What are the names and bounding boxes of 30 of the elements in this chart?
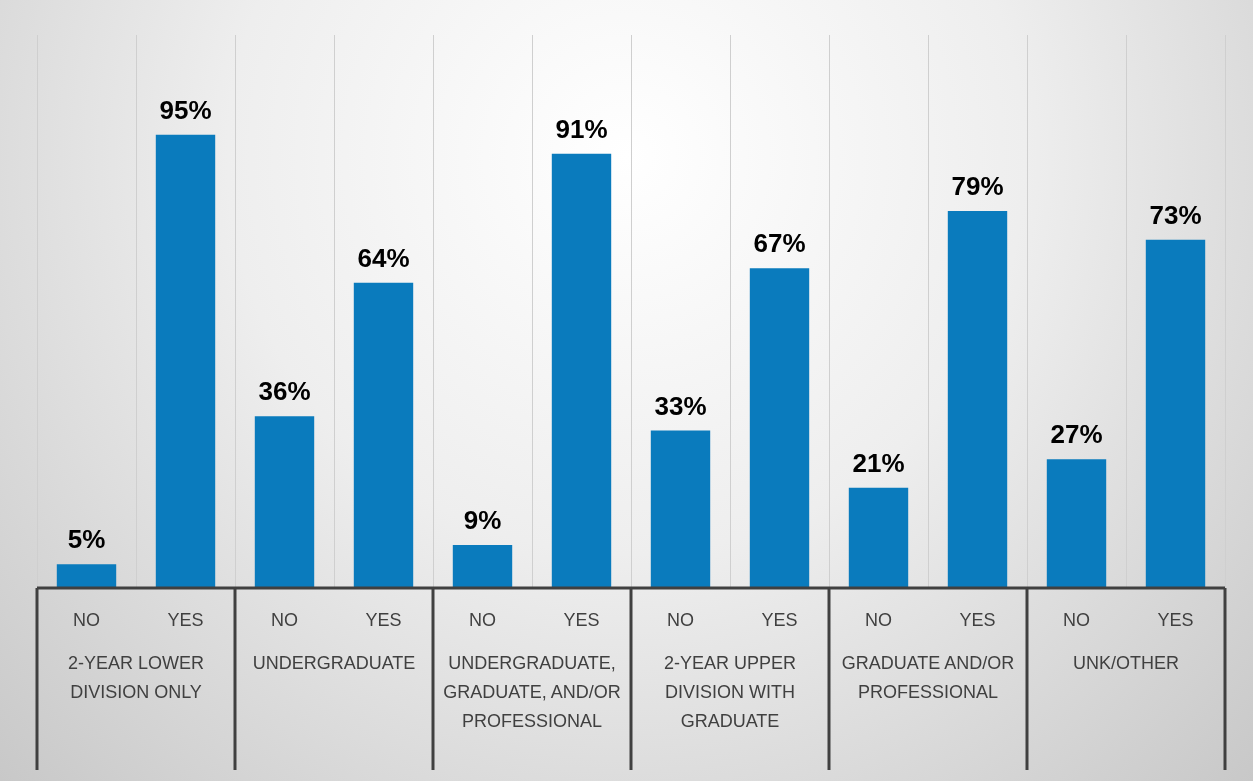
data-label: 36% bbox=[258, 376, 311, 407]
text: GRADUATE AND/OR PROFESSIONAL bbox=[841, 652, 1015, 702]
data-label: 95% bbox=[159, 94, 212, 125]
x-tick-label: NO bbox=[469, 609, 496, 630]
data-label: 64% bbox=[357, 242, 410, 273]
data-label: 27% bbox=[1050, 419, 1103, 450]
x-tick-label: NO bbox=[865, 609, 892, 630]
data-label: 91% bbox=[555, 113, 608, 144]
x-tick-label: YES bbox=[959, 609, 996, 630]
x-tick-label: YES bbox=[365, 609, 402, 630]
x-tick-label: YES bbox=[761, 609, 798, 630]
data-label: 9% bbox=[463, 505, 502, 536]
data-label: 5% bbox=[67, 524, 106, 555]
x-tick-label: YES bbox=[563, 609, 600, 630]
x-tick-label: NO bbox=[271, 609, 298, 630]
text: UNDERGRADUATE bbox=[252, 652, 416, 673]
x-tick-label: NO bbox=[1063, 609, 1090, 630]
text: UNDERGRADUATE, GRADUATE, AND/OR PROFESSIONAL bbox=[443, 652, 621, 731]
x-tick-label: YES bbox=[167, 609, 204, 630]
text: UNK/OTHER bbox=[1072, 652, 1180, 673]
x-tick-label: YES bbox=[1157, 609, 1194, 630]
data-label: 33% bbox=[654, 390, 707, 421]
data-label: 67% bbox=[753, 228, 806, 259]
text: 2-YEAR LOWER DIVISION ONLY bbox=[67, 652, 205, 702]
data-label: 73% bbox=[1149, 199, 1202, 230]
x-tick-label: NO bbox=[667, 609, 694, 630]
x-tick-label: NO bbox=[73, 609, 100, 630]
text: 2-YEAR UPPER DIVISION WITH GRADUATE bbox=[663, 652, 797, 731]
data-label: 79% bbox=[951, 171, 1004, 202]
data-label: 21% bbox=[852, 447, 905, 478]
